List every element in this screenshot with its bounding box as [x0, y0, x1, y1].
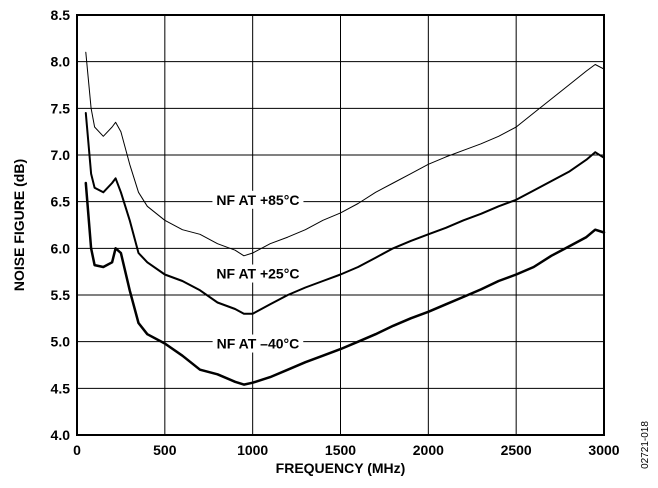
- grid: [76, 14, 605, 436]
- y-tick-label: 4.5: [51, 380, 71, 396]
- y-tick-label: 5.0: [51, 334, 71, 350]
- annotation-background: [212, 190, 304, 209]
- y-tick-label: 7.5: [51, 100, 71, 116]
- y-tick-label: 8.0: [51, 54, 71, 70]
- y-tick-labels: 4.0 4.5 5.0 5.5 6.0 6.5 7.0 7.5 8.0 8.5: [51, 7, 71, 443]
- annotation-label-2: NF AT +25°C: [216, 266, 299, 282]
- x-tick-label: 2000: [413, 442, 444, 458]
- series-line-3: [84, 181, 606, 386]
- annotation-label-3: NF AT –40°C: [217, 336, 300, 352]
- series-lines: [84, 51, 606, 386]
- x-tick-label: 500: [153, 442, 177, 458]
- y-tick-label: 6.5: [51, 194, 71, 210]
- x-tick-label: 0: [73, 442, 81, 458]
- y-axis-label: NOISE FIGURE (dB): [11, 159, 27, 291]
- y-tick-label: 8.5: [51, 7, 71, 23]
- x-tick-label: 1000: [237, 442, 268, 458]
- x-tick-label: 3000: [588, 442, 619, 458]
- x-axis-label: FREQUENCY (MHz): [276, 460, 406, 476]
- y-tick-label: 7.0: [51, 147, 71, 163]
- figure-id: 02721-018: [640, 421, 651, 469]
- y-tick-label: 5.5: [51, 287, 71, 303]
- annotation-background: [212, 334, 304, 353]
- y-tick-label: 4.0: [51, 427, 71, 443]
- x-tick-label: 2500: [501, 442, 532, 458]
- x-tick-label: 1500: [325, 442, 356, 458]
- y-tick-label: 6.0: [51, 240, 71, 256]
- series-line-1: [85, 51, 605, 257]
- annotations: NF AT +85°C NF AT +25°C NF AT –40°C: [212, 190, 304, 353]
- x-tick-labels: 0 500 1000 1500 2000 2500 3000: [73, 442, 620, 458]
- plot-frame: [76, 14, 605, 436]
- annotation-label-1: NF AT +85°C: [216, 192, 299, 208]
- series-line-2: [84, 112, 605, 315]
- annotation-background: [212, 264, 304, 283]
